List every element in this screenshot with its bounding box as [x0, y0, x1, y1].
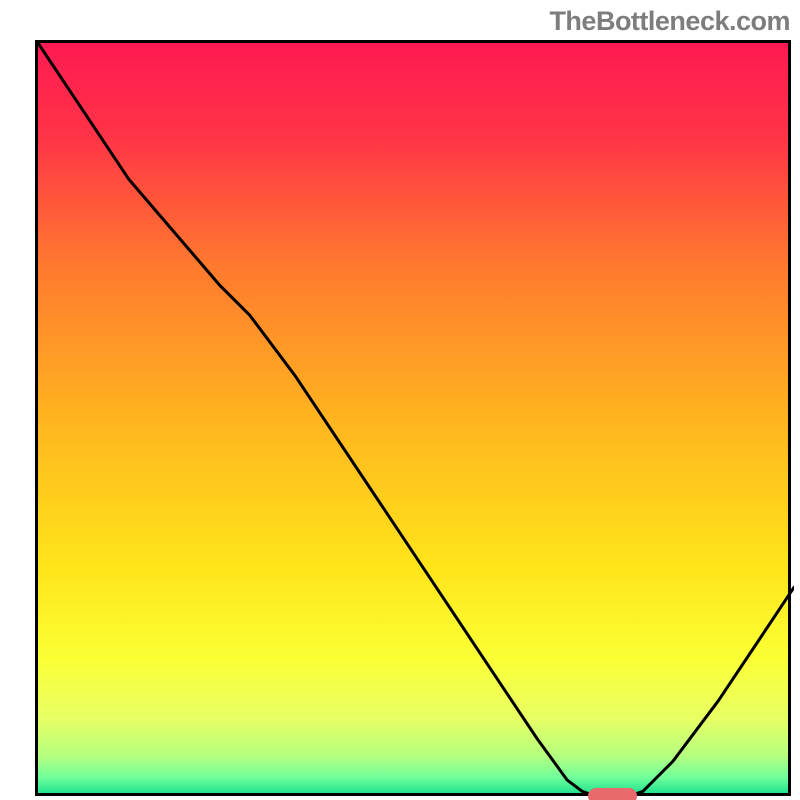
optimum-marker — [588, 788, 637, 800]
curve-line — [38, 43, 794, 799]
chart-frame — [35, 40, 791, 796]
watermark-text: TheBottleneck.com — [549, 6, 790, 37]
